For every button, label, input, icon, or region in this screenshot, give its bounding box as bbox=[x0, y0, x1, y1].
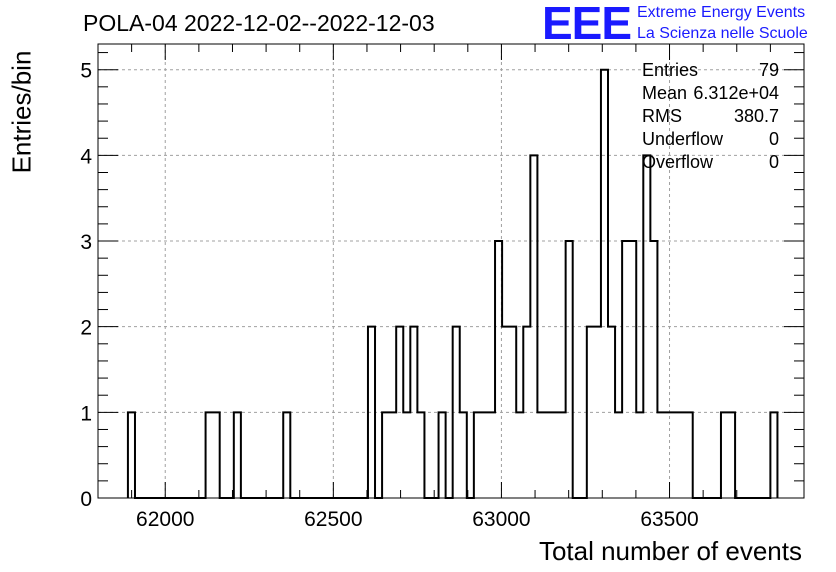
grid-lines bbox=[98, 44, 804, 498]
stat-entries-value: 79 bbox=[758, 60, 779, 80]
stat-mean-value: 6.312e+04 bbox=[693, 83, 779, 103]
y-tick-label: 0 bbox=[80, 488, 92, 511]
y-tick-label: 3 bbox=[80, 231, 92, 254]
x-tick-label: 62500 bbox=[304, 508, 362, 531]
y-tick-label: 1 bbox=[80, 402, 92, 425]
stat-overflow-value: 0 bbox=[768, 152, 779, 172]
logo-line-1: Extreme Energy Events bbox=[637, 4, 806, 21]
stat-overflow-label: Overflow bbox=[642, 152, 714, 172]
axis-ticks bbox=[97, 44, 805, 499]
x-tick-label: 62000 bbox=[136, 508, 194, 531]
y-tick-label: 2 bbox=[80, 317, 92, 340]
plot-frame bbox=[97, 43, 805, 499]
stat-rms-value: 380.7 bbox=[733, 106, 779, 126]
y-tick-label: 5 bbox=[80, 60, 92, 83]
chart-title: POLA-04 2022-12-02--2022-12-03 bbox=[83, 10, 435, 36]
stat-entries-label: Entries bbox=[642, 60, 699, 80]
stat-rms-label: RMS bbox=[642, 106, 682, 126]
stat-mean-label: Mean bbox=[642, 83, 688, 103]
x-axis-label: Total number of events bbox=[538, 536, 802, 566]
x-tick-label: 63500 bbox=[640, 508, 698, 531]
logo-line-2: La Scienza nelle Scuole bbox=[637, 25, 808, 42]
stat-underflow-label: Underflow bbox=[642, 129, 724, 149]
stat-underflow-value: 0 bbox=[768, 129, 779, 149]
y-tick-label: 4 bbox=[80, 145, 92, 168]
x-tick-label: 63000 bbox=[472, 508, 530, 531]
axis-tick-labels: 62000 62500 63000 63500 0 1 2 3 4 5 bbox=[80, 60, 698, 531]
eee-logo: EEE bbox=[542, 0, 632, 49]
y-axis-label: Entries/bin bbox=[6, 50, 37, 174]
